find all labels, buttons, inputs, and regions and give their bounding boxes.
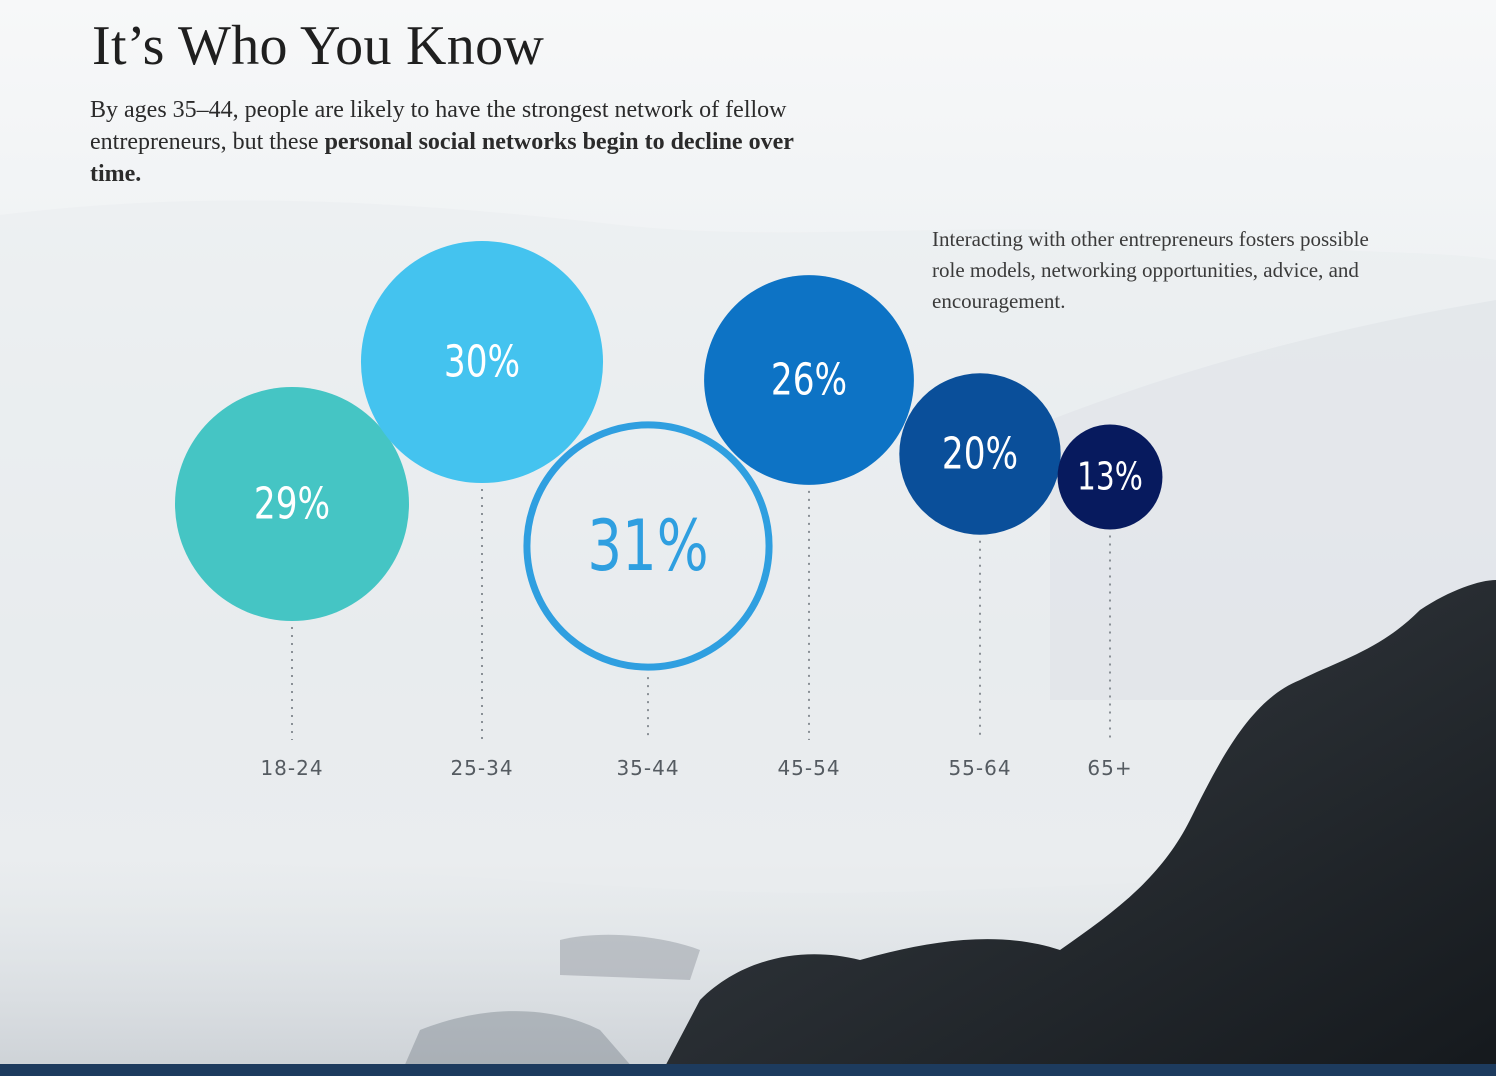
category-label-55-64: 55-64: [948, 756, 1011, 780]
bubble-25-34: [360, 240, 604, 484]
page-title: It’s Who You Know: [92, 15, 545, 77]
category-label-25-34: 25-34: [450, 756, 513, 780]
bubble-65plus: [1057, 424, 1163, 530]
bubble-18-24: [175, 387, 409, 621]
subtitle-bold: personal social networks begin to declin…: [90, 129, 794, 187]
category-label-18-24: 18-24: [260, 756, 323, 780]
bubble-value-45-54: 26%: [771, 354, 847, 405]
bubble-value-25-34: 30%: [444, 336, 520, 387]
bubble-value-18-24: 29%: [254, 478, 330, 529]
category-label-45-54: 45-54: [777, 756, 840, 780]
annotation-note: Interacting with other entrepreneurs fos…: [932, 227, 1369, 313]
bubble-35-44: [523, 421, 773, 671]
subtitle: By ages 35–44, people are likely to have…: [90, 94, 810, 190]
bubble-45-54: [704, 275, 914, 485]
bubble-value-35-44: 31%: [587, 505, 708, 586]
bubble-value-55-64: 20%: [942, 428, 1018, 479]
category-label-65plus: 65+: [1087, 756, 1132, 780]
category-label-35-44: 35-44: [616, 756, 679, 780]
bubble-55-64: [899, 373, 1061, 535]
bubble-value-65plus: 13%: [1077, 455, 1143, 500]
subtitle-plain: By ages 35–44, people are likely to have…: [90, 97, 787, 155]
